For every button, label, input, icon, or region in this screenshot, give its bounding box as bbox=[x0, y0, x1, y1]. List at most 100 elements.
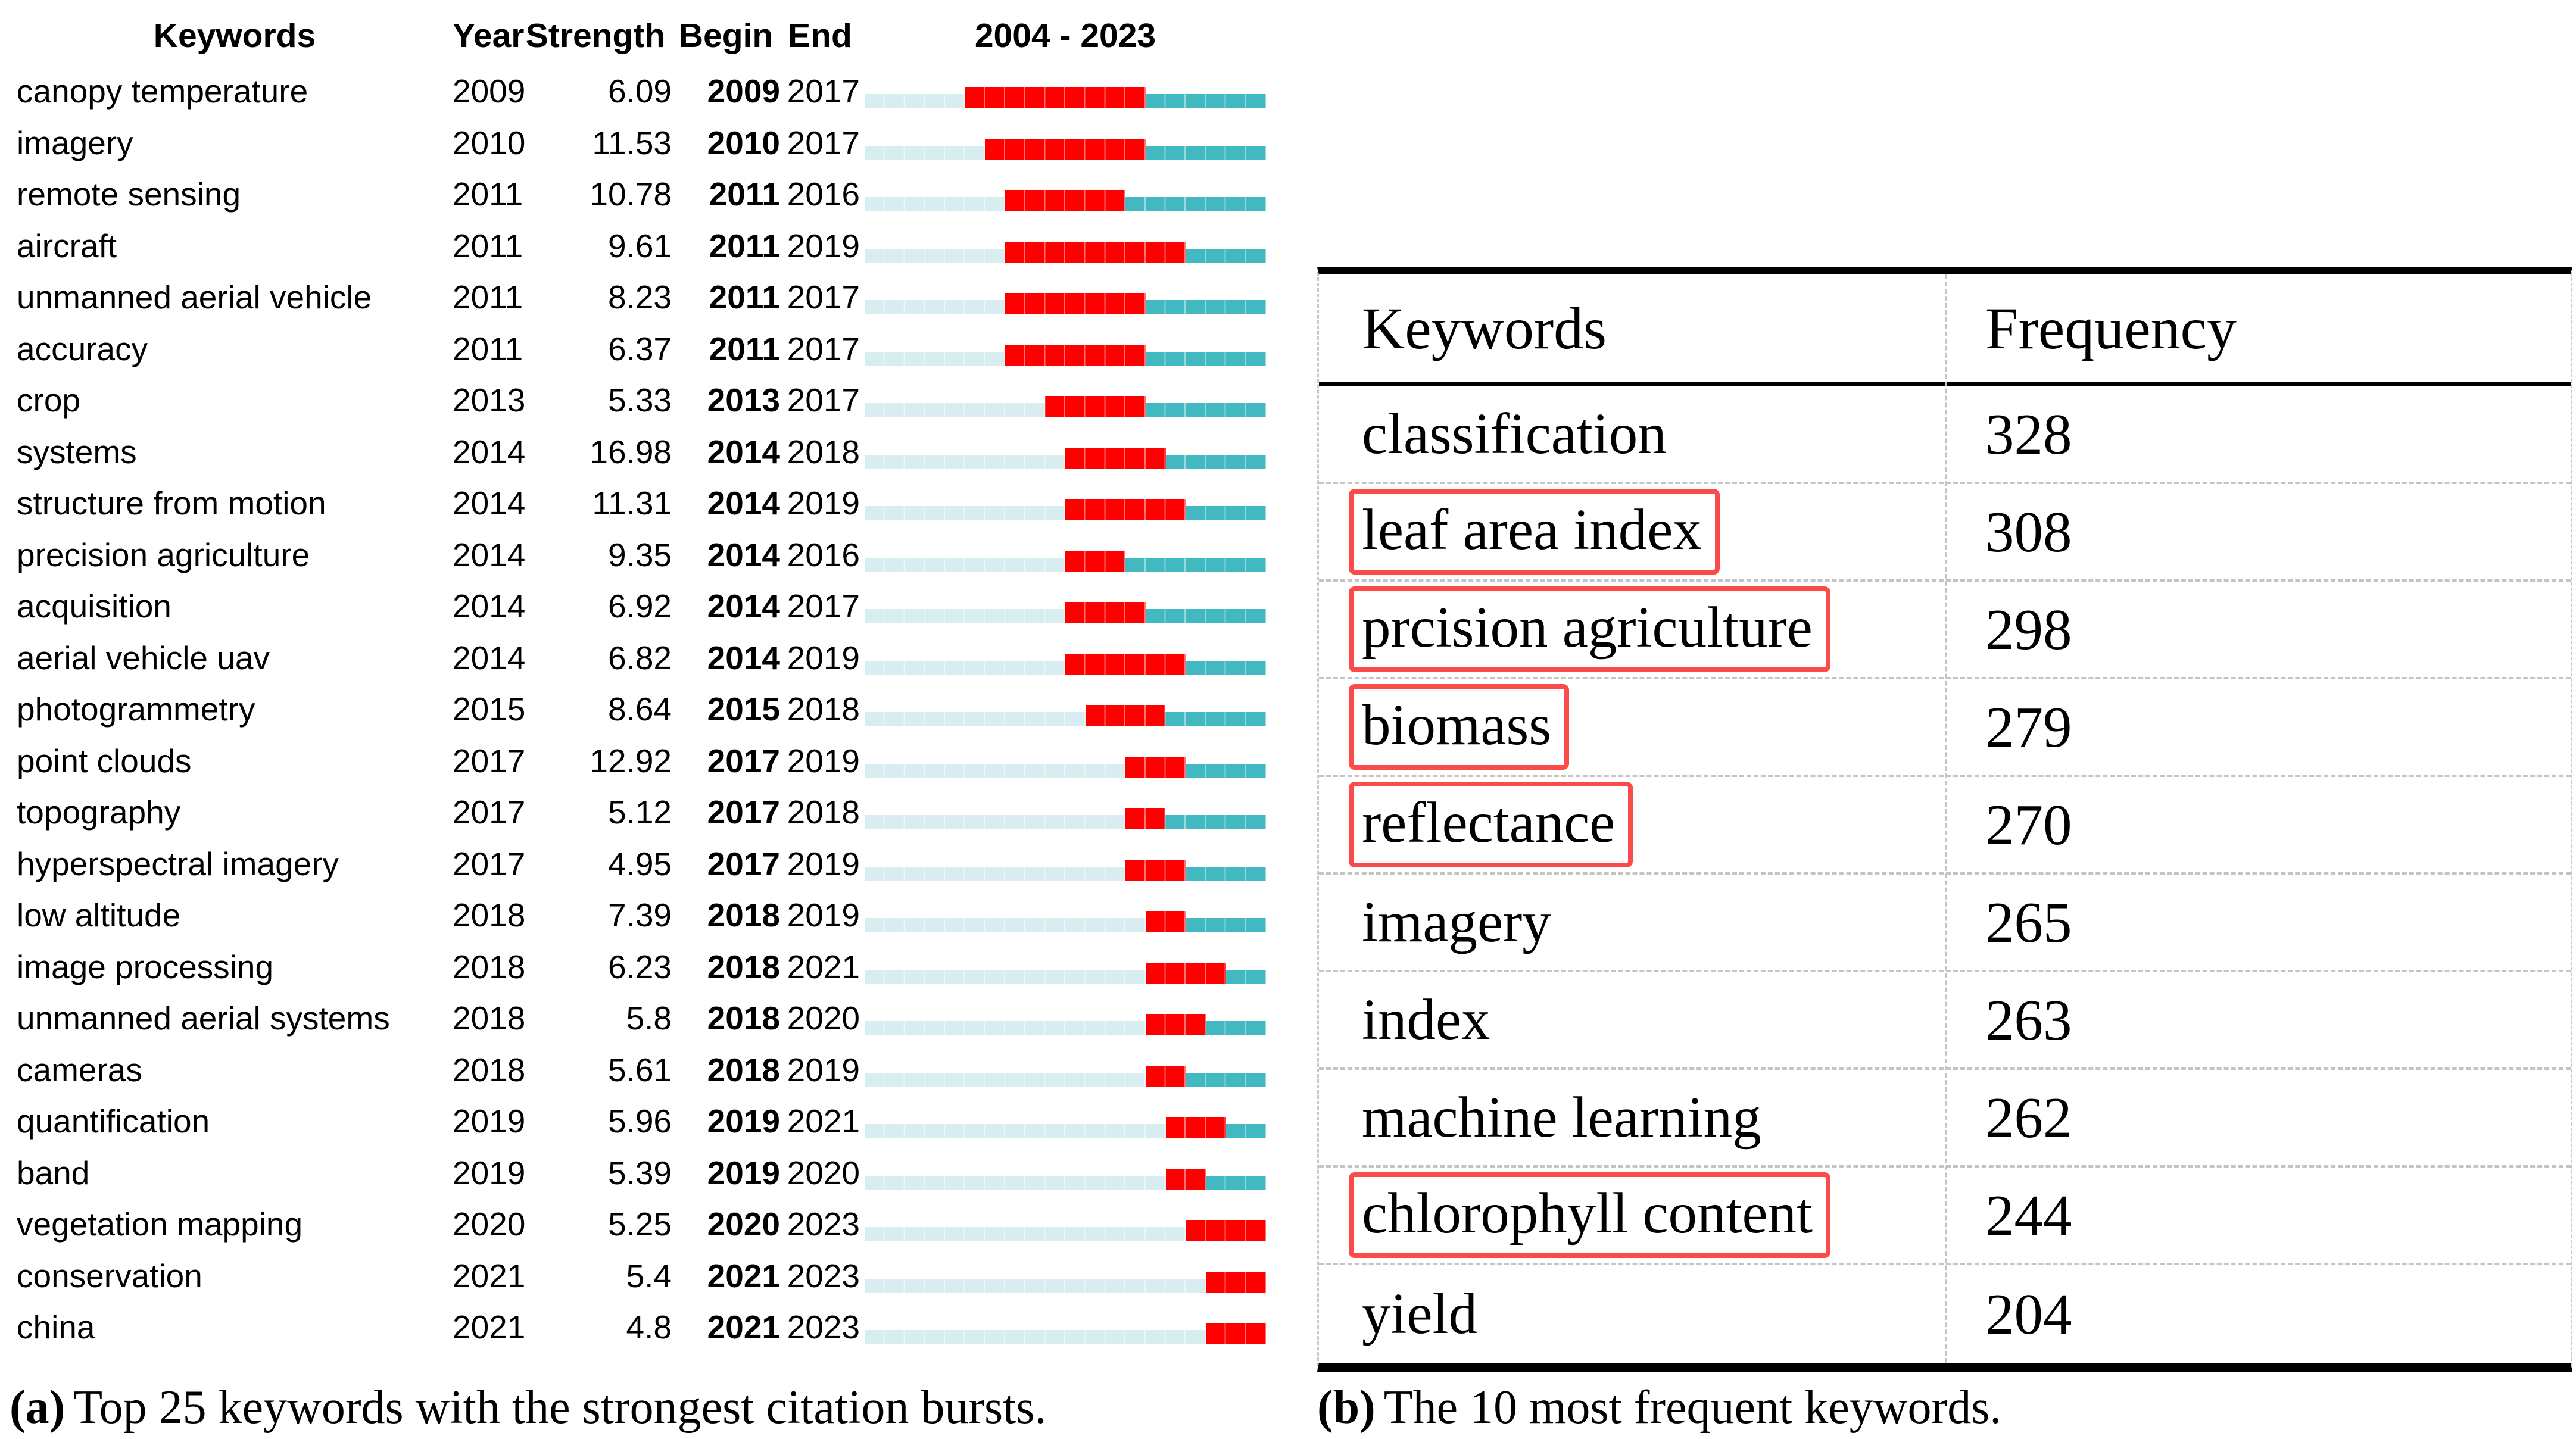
pre-burst-segment bbox=[865, 557, 1065, 572]
header-end: End bbox=[788, 17, 852, 55]
post-burst-segment bbox=[1145, 300, 1266, 314]
year-cell: 2014 bbox=[453, 536, 526, 573]
post-burst-segment bbox=[1145, 145, 1266, 160]
year-cell: 2014 bbox=[453, 485, 526, 522]
burst-segment bbox=[1085, 705, 1166, 726]
post-burst-segment bbox=[1205, 1175, 1266, 1190]
year-cell: 2020 bbox=[453, 1206, 526, 1243]
strength-cell: 5.33 bbox=[607, 382, 672, 419]
pre-burst-segment bbox=[865, 815, 1126, 829]
pre-burst-segment bbox=[865, 506, 1065, 520]
burst-row: imagery 2010 11.53 2010 2017 bbox=[0, 117, 1268, 169]
header-keywords: Keywords bbox=[1362, 295, 1607, 361]
burst-row: band 2019 5.39 2019 2020 bbox=[0, 1147, 1268, 1199]
pre-burst-segment bbox=[865, 145, 986, 160]
burst-timeline-bar bbox=[865, 808, 1266, 829]
begin-cell: 2017 bbox=[707, 845, 780, 882]
post-burst-segment bbox=[1125, 557, 1266, 572]
end-cell: 2018 bbox=[787, 691, 860, 728]
caption-a-text: Top 25 keywords with the strongest citat… bbox=[73, 1381, 1047, 1434]
begin-cell: 2019 bbox=[707, 1103, 780, 1140]
strength-cell: 6.09 bbox=[607, 73, 672, 110]
frequency-row: chlorophyll content 244 bbox=[1319, 1168, 2571, 1265]
year-cell: 2011 bbox=[453, 330, 523, 367]
burst-timeline-bar bbox=[865, 87, 1266, 108]
burst-segment bbox=[1005, 241, 1186, 263]
keyword-cell: leaf area index bbox=[1319, 489, 1945, 575]
strength-cell: 5.39 bbox=[607, 1154, 672, 1191]
burst-segment bbox=[1145, 962, 1226, 984]
header-timeline-range: 2004 - 2023 bbox=[974, 17, 1156, 55]
end-cell: 2019 bbox=[787, 639, 860, 676]
frequency-cell: 263 bbox=[1985, 988, 2072, 1052]
burst-segment bbox=[1205, 1323, 1266, 1344]
burst-timeline-bar bbox=[865, 344, 1266, 366]
pre-burst-segment bbox=[865, 763, 1126, 778]
frequency-cell: 308 bbox=[1985, 500, 2072, 564]
frequency-cell: 244 bbox=[1985, 1183, 2072, 1247]
begin-cell: 2018 bbox=[707, 1051, 780, 1088]
year-cell: 2017 bbox=[453, 794, 526, 831]
burst-rows: canopy temperature 2009 6.09 2009 2017 i… bbox=[0, 65, 1268, 1353]
burst-timeline-bar bbox=[865, 1271, 1266, 1293]
burst-segment bbox=[1125, 808, 1166, 829]
keyword-text: biomass bbox=[1349, 684, 1569, 770]
caption-a-label: (a) bbox=[10, 1381, 66, 1434]
begin-cell: 2014 bbox=[707, 536, 780, 573]
end-cell: 2021 bbox=[787, 948, 860, 985]
begin-cell: 2014 bbox=[707, 485, 780, 522]
burst-segment bbox=[1125, 756, 1186, 778]
strength-cell: 9.35 bbox=[607, 536, 672, 573]
burst-row: china 2021 4.8 2021 2023 bbox=[0, 1301, 1268, 1353]
burst-segment bbox=[1065, 499, 1186, 520]
begin-cell: 2011 bbox=[709, 227, 780, 264]
year-cell: 2014 bbox=[453, 433, 526, 470]
begin-cell: 2020 bbox=[707, 1206, 780, 1243]
caption-b-text: The 10 most frequent keywords. bbox=[1383, 1381, 2002, 1434]
pre-burst-segment bbox=[865, 1021, 1146, 1035]
burst-row: topography 2017 5.12 2017 2018 bbox=[0, 786, 1268, 838]
keyword-cell: remote sensing bbox=[17, 176, 241, 213]
year-cell: 2010 bbox=[453, 124, 526, 161]
burst-segment bbox=[1165, 1117, 1226, 1138]
strength-cell: 7.39 bbox=[607, 897, 672, 934]
begin-cell: 2014 bbox=[707, 639, 780, 676]
keyword-cell: biomass bbox=[1319, 684, 1945, 770]
keyword-cell: structure from motion bbox=[17, 485, 326, 522]
year-cell: 2018 bbox=[453, 1051, 526, 1088]
burst-row: hyperspectral imagery 2017 4.95 2017 201… bbox=[0, 838, 1268, 890]
burst-row: image processing 2018 6.23 2018 2021 bbox=[0, 941, 1268, 993]
strength-cell: 12.92 bbox=[590, 742, 672, 779]
burst-segment bbox=[1186, 1220, 1266, 1241]
end-cell: 2019 bbox=[787, 742, 860, 779]
pre-burst-segment bbox=[865, 660, 1065, 675]
year-cell: 2018 bbox=[453, 948, 526, 985]
burst-timeline-bar bbox=[865, 653, 1266, 675]
burst-row: structure from motion 2014 11.31 2014 20… bbox=[0, 477, 1268, 529]
strength-cell: 9.61 bbox=[607, 227, 672, 264]
begin-cell: 2017 bbox=[707, 794, 780, 831]
header-frequency: Frequency bbox=[1985, 295, 2237, 361]
end-cell: 2023 bbox=[787, 1309, 860, 1346]
frequency-cell: 265 bbox=[1985, 890, 2072, 954]
burst-row: point clouds 2017 12.92 2017 2019 bbox=[0, 735, 1268, 787]
strength-cell: 8.64 bbox=[607, 691, 672, 728]
burst-timeline-bar bbox=[865, 447, 1266, 469]
post-burst-segment bbox=[1205, 1021, 1266, 1035]
pre-burst-segment bbox=[865, 1072, 1146, 1087]
keyword-cell: photogrammetry bbox=[17, 691, 255, 728]
keyword-cell: topography bbox=[17, 794, 181, 831]
burst-segment bbox=[1145, 911, 1186, 932]
begin-cell: 2021 bbox=[707, 1257, 780, 1294]
frequency-cell: 298 bbox=[1985, 597, 2072, 661]
end-cell: 2017 bbox=[787, 124, 860, 161]
burst-timeline-bar bbox=[865, 1323, 1266, 1344]
year-cell: 2013 bbox=[453, 382, 526, 419]
keyword-cell: vegetation mapping bbox=[17, 1206, 303, 1243]
post-burst-segment bbox=[1145, 609, 1266, 623]
year-cell: 2009 bbox=[453, 73, 526, 110]
keyword-cell: canopy temperature bbox=[17, 73, 308, 110]
end-cell: 2019 bbox=[787, 897, 860, 934]
keyword-text: chlorophyll content bbox=[1349, 1172, 1830, 1258]
burst-segment bbox=[1065, 653, 1186, 675]
